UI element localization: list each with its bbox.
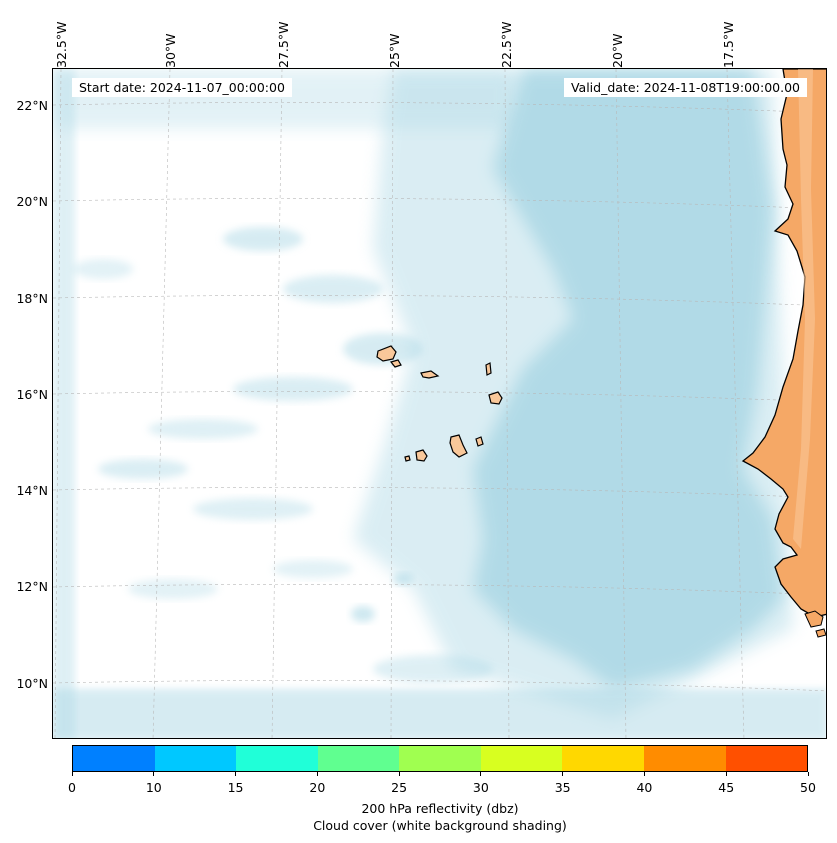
colorbar-tick-mark xyxy=(235,772,236,776)
valid-date-label: Valid_date: 2024-11-08T19:00:00.00 xyxy=(564,78,807,97)
colorbar-segment-1 xyxy=(155,746,237,771)
colorbar-segment-4 xyxy=(399,746,481,771)
colorbar-title: 200 hPa reflectivity (dbz) xyxy=(0,801,837,816)
cloud-patch xyxy=(233,377,353,401)
colorbar-segment-5 xyxy=(481,746,563,771)
island-brava xyxy=(405,456,410,461)
lat-label-18n: 18°N xyxy=(6,291,48,306)
cloud-patch xyxy=(283,275,383,303)
colorbar-tick-label: 50 xyxy=(793,780,823,795)
colorbar-tick-mark xyxy=(480,772,481,776)
lon-label-20w: 20°W xyxy=(610,8,626,68)
colorbar xyxy=(72,745,808,772)
colorbar-segment-7 xyxy=(644,746,726,771)
cloud-halo-east xyxy=(353,69,793,719)
lat-label-16n: 16°N xyxy=(6,387,48,402)
colorbar-tick-label: 35 xyxy=(548,780,578,795)
lon-label-22-5w: 22.5°W xyxy=(499,8,515,68)
cloud-patch xyxy=(73,259,133,279)
colorbar-tick-mark xyxy=(644,772,645,776)
island-maio xyxy=(476,437,483,446)
lat-label-14n: 14°N xyxy=(6,483,48,498)
lat-label-22n: 22°N xyxy=(6,98,48,113)
cloud-patch xyxy=(148,419,258,439)
colorbar-tick-label: 0 xyxy=(57,780,87,795)
cloud-cover-layer xyxy=(53,69,827,739)
colorbar-tick-mark xyxy=(72,772,73,776)
cloud-patch xyxy=(393,573,413,585)
lon-label-32-5w: 32.5°W xyxy=(54,8,70,68)
cloud-patch xyxy=(351,606,375,622)
lon-label-27-5w: 27.5°W xyxy=(276,8,292,68)
island-sal xyxy=(486,363,491,375)
cloud-patch xyxy=(223,227,303,251)
map-panel: Start date: 2024-11-07_00:00:00 Valid_da… xyxy=(52,68,827,739)
cloud-patch xyxy=(128,579,218,599)
colorbar-tick-mark xyxy=(726,772,727,776)
lon-label-25w: 25°W xyxy=(387,8,403,68)
colorbar-tick-mark xyxy=(562,772,563,776)
cloud-patch xyxy=(193,498,313,520)
lat-label-20n: 20°N xyxy=(6,194,48,209)
colorbar-tick-label: 10 xyxy=(139,780,169,795)
lon-label-17-5w: 17.5°W xyxy=(721,8,737,68)
lat-label-12n: 12°N xyxy=(6,579,48,594)
colorbar-tick-label: 15 xyxy=(221,780,251,795)
start-date-label: Start date: 2024-11-07_00:00:00 xyxy=(72,78,292,97)
cloud-band-west xyxy=(53,69,75,739)
colorbar-tick-label: 25 xyxy=(384,780,414,795)
colorbar-segment-2 xyxy=(236,746,318,771)
lat-label-10n: 10°N xyxy=(6,676,48,691)
colorbar-tick-label: 40 xyxy=(629,780,659,795)
colorbar-subtitle: Cloud cover (white background shading) xyxy=(0,818,837,833)
cloud-band-south xyxy=(53,689,827,739)
map-canvas xyxy=(53,69,827,739)
colorbar-tick-mark xyxy=(399,772,400,776)
lon-label-30w: 30°W xyxy=(163,8,179,68)
cloud-patch xyxy=(273,560,353,578)
colorbar-segment-6 xyxy=(562,746,644,771)
colorbar-tick-label: 45 xyxy=(711,780,741,795)
colorbar-tick-label: 30 xyxy=(466,780,496,795)
colorbar-tick-mark xyxy=(808,772,809,776)
colorbar-segment-0 xyxy=(73,746,155,771)
colorbar-segment-8 xyxy=(726,746,808,771)
coastal-islet xyxy=(816,629,826,637)
cloud-patch xyxy=(98,459,188,479)
colorbar-segment-3 xyxy=(318,746,400,771)
colorbar-tick-mark xyxy=(153,772,154,776)
colorbar-tick-label: 20 xyxy=(302,780,332,795)
colorbar-tick-mark xyxy=(317,772,318,776)
